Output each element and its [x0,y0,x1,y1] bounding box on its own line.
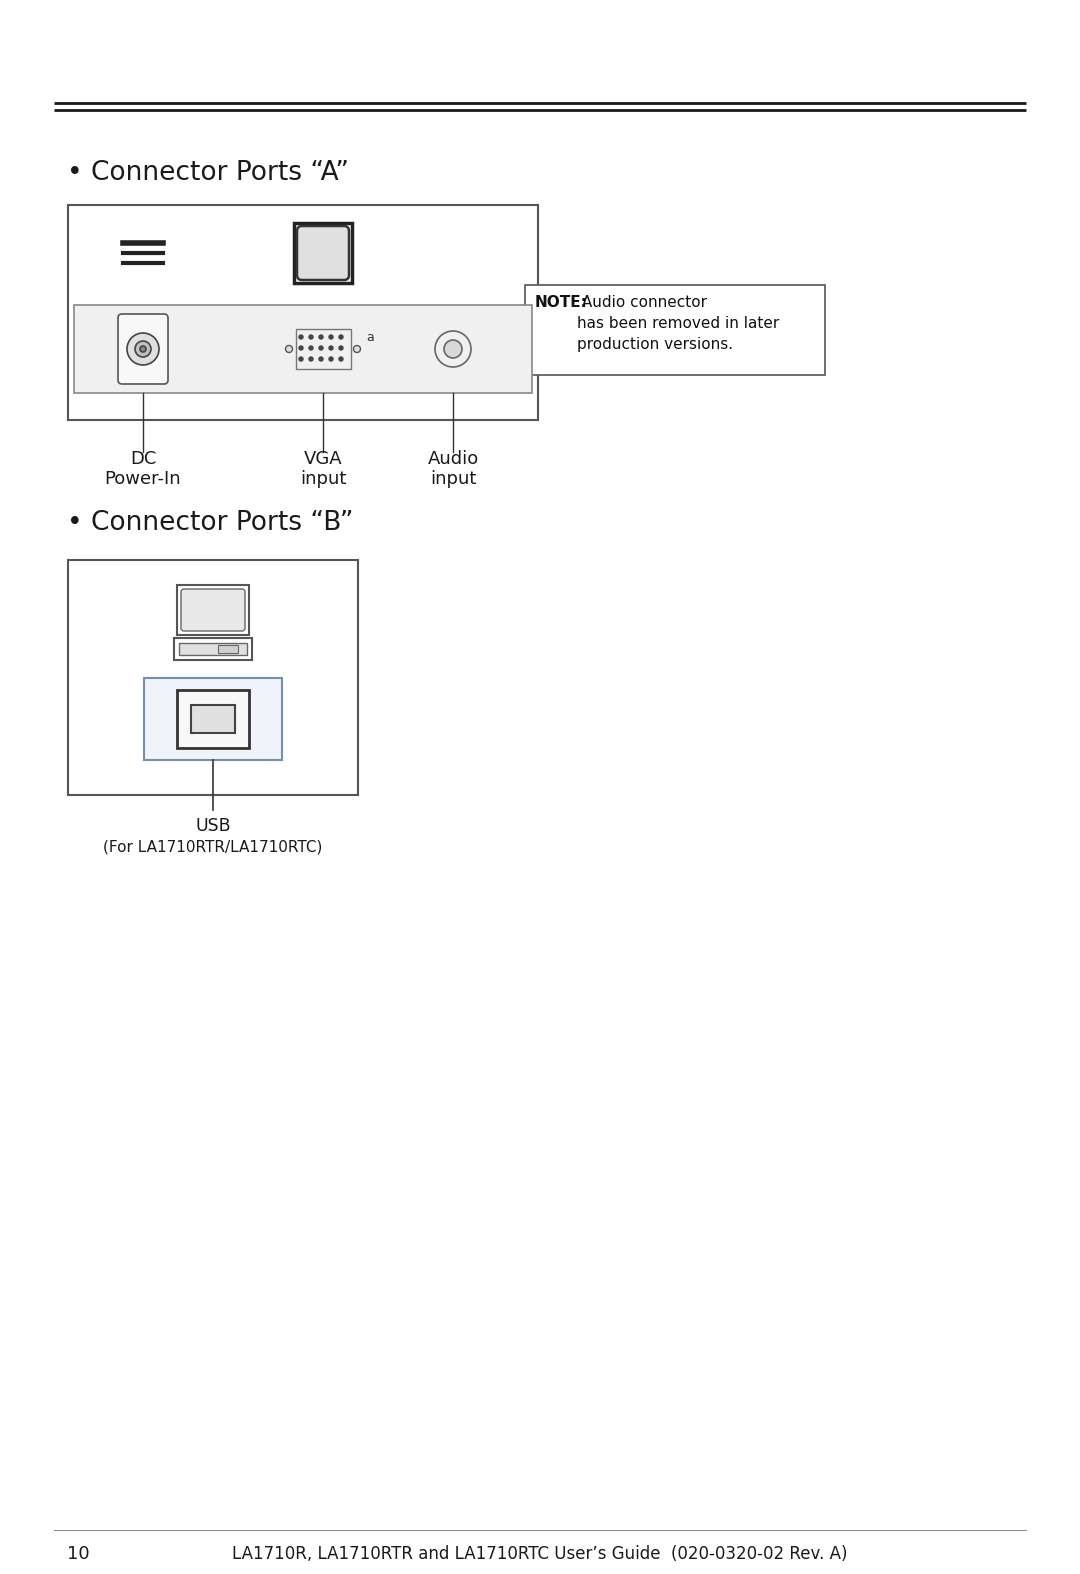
Bar [144,678,282,760]
Text: Audio: Audio [428,450,478,467]
FancyBboxPatch shape [297,227,349,280]
Circle shape [319,357,323,360]
Circle shape [309,346,313,349]
Bar [68,560,357,795]
Text: input: input [430,471,476,488]
Text: LA1710R, LA1710RTR and LA1710RTC User’s Guide  (020-0320-02 Rev. A): LA1710R, LA1710RTR and LA1710RTC User’s … [232,1546,848,1563]
Circle shape [319,335,323,338]
Bar [179,644,247,655]
Bar [294,224,352,283]
Circle shape [329,346,333,349]
FancyBboxPatch shape [118,313,168,384]
Circle shape [285,346,293,353]
Circle shape [319,346,323,349]
Text: 10: 10 [67,1546,90,1563]
Bar [75,305,532,394]
Circle shape [127,334,159,365]
Bar [525,285,825,375]
Text: VGA: VGA [303,450,342,467]
Text: Power-In: Power-In [105,471,181,488]
Text: (For LA1710RTR/LA1710RTC): (For LA1710RTR/LA1710RTC) [104,839,323,855]
Circle shape [339,357,343,360]
Circle shape [135,342,151,357]
Bar [174,637,252,660]
Text: DC: DC [130,450,157,467]
Bar [177,586,249,634]
Text: input: input [300,471,347,488]
Text: • Connector Ports “B”: • Connector Ports “B” [67,510,353,537]
Bar [68,205,538,420]
Circle shape [435,331,471,367]
Circle shape [299,346,303,349]
Bar [177,689,249,748]
Bar [296,329,351,368]
Circle shape [309,335,313,338]
Text: USB: USB [195,817,231,834]
Circle shape [299,357,303,360]
Text: a: a [366,331,374,345]
Circle shape [299,335,303,338]
Circle shape [329,335,333,338]
Circle shape [309,357,313,360]
Circle shape [339,346,343,349]
Circle shape [339,335,343,338]
FancyBboxPatch shape [181,589,245,631]
Circle shape [444,340,462,357]
Circle shape [329,357,333,360]
Text: NOTE:: NOTE: [535,294,588,310]
Text: • Connector Ports “A”: • Connector Ports “A” [67,161,349,186]
Circle shape [353,346,361,353]
Bar [191,705,235,733]
Bar [218,645,238,653]
Circle shape [140,346,146,353]
Text: Audio connector
has been removed in later
production versions.: Audio connector has been removed in late… [577,294,780,353]
